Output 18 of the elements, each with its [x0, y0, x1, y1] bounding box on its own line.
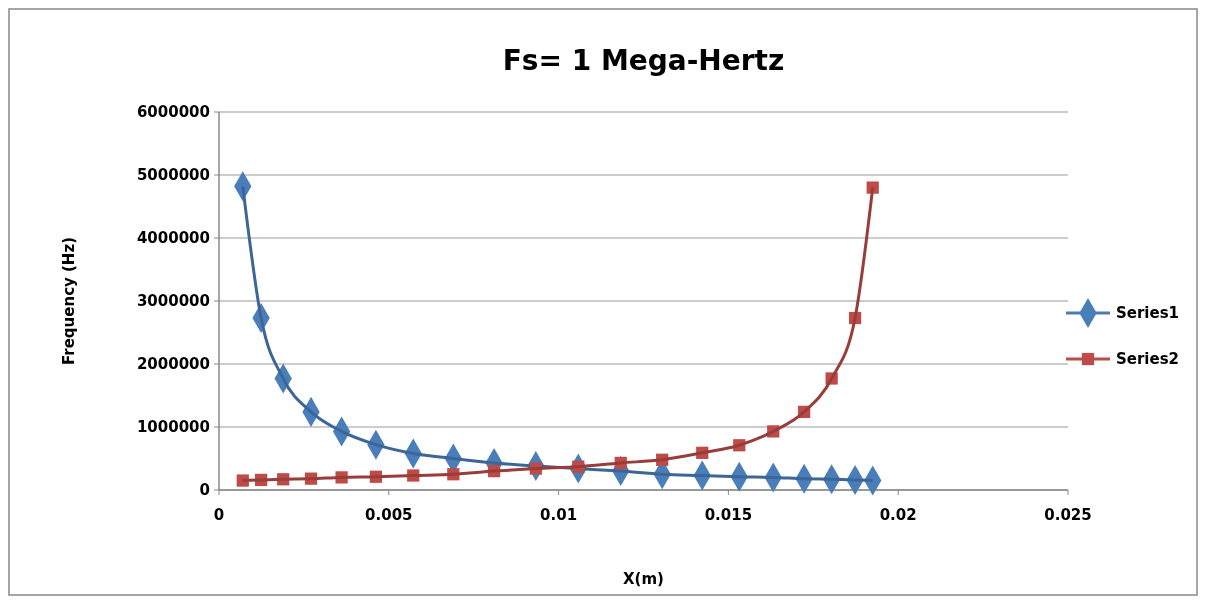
x-tick-label: 0.005	[365, 506, 413, 524]
y-tick-label: 5000000	[136, 166, 210, 185]
y-tick-label: 3000000	[136, 292, 210, 311]
legend-label: Series1	[1116, 304, 1180, 323]
x-axis-title: X(m)	[623, 570, 664, 588]
y-tick-label: 2000000	[136, 355, 210, 374]
x-tick-label: 0.015	[704, 506, 753, 524]
x-tick-label: 0.025	[1044, 506, 1092, 524]
x-tick-label: 0	[213, 506, 225, 524]
y-tick-label: 4000000	[136, 229, 210, 248]
legend-label: Series2	[1116, 350, 1180, 369]
x-tick-label: 0.02	[879, 506, 917, 524]
y-tick-label: 1000000	[136, 418, 210, 437]
chart-title: Fs= 1 Mega-Hertz	[502, 44, 785, 77]
y-tick-label: 6000000	[136, 103, 210, 122]
y-tick-label: 0	[199, 481, 210, 500]
x-tick-label: 0.01	[540, 506, 578, 524]
y-axis-title: Frequency (Hz)	[60, 236, 78, 366]
